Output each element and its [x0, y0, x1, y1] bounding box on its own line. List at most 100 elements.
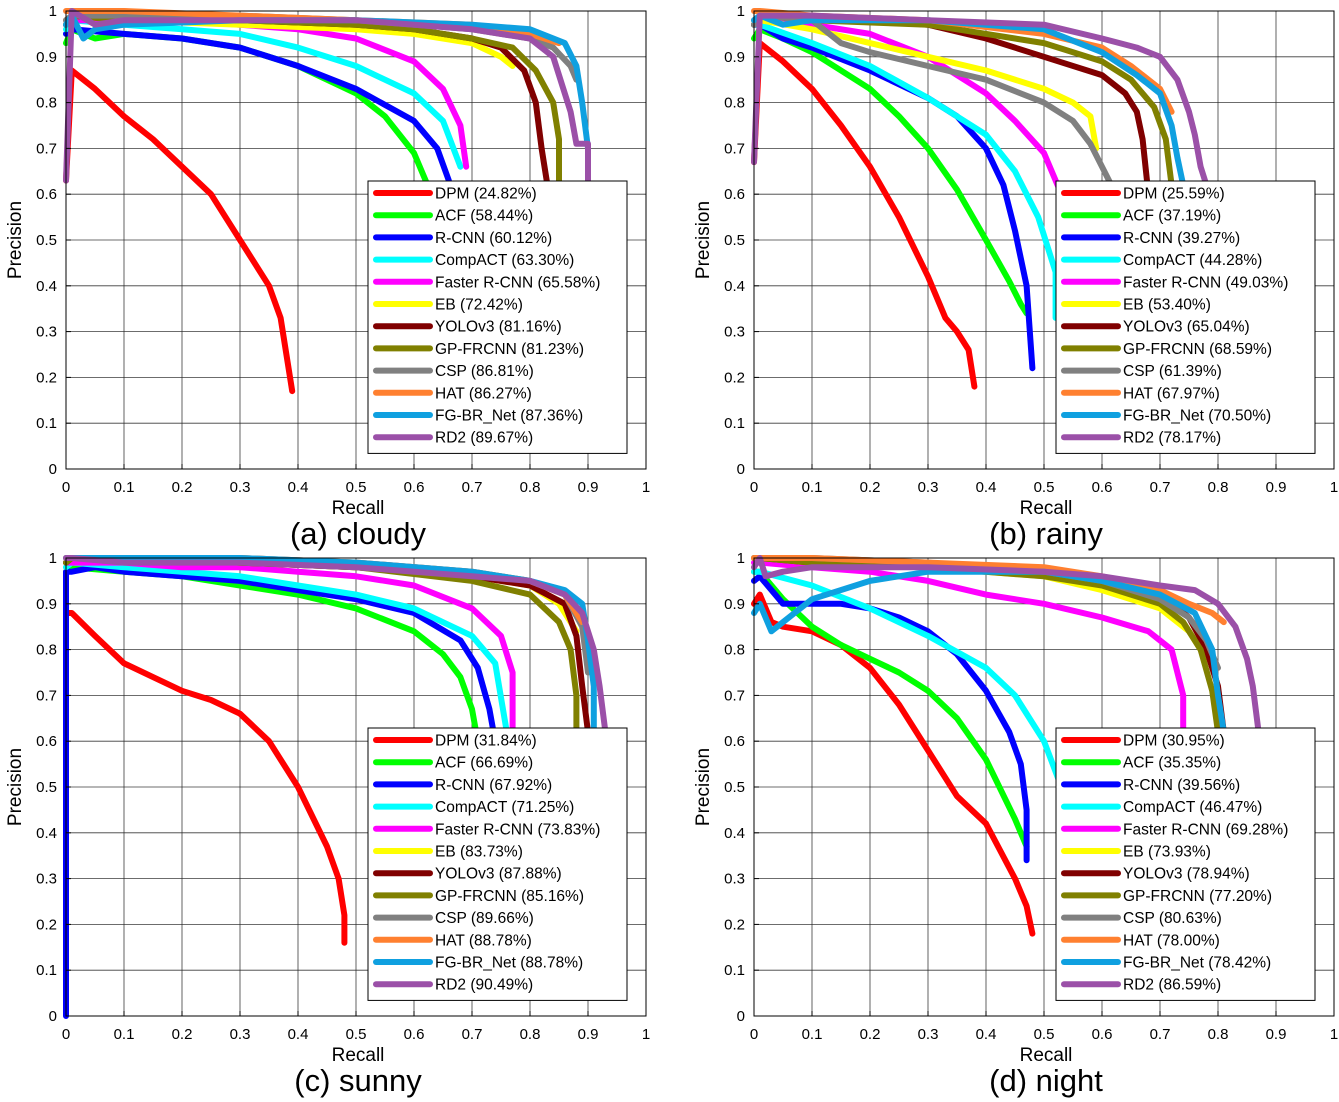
- x-tick-label: 0.6: [404, 479, 425, 496]
- y-tick-label: 0.7: [724, 140, 745, 157]
- x-tick-label: 0.3: [918, 479, 939, 496]
- y-tick-label: 0.3: [724, 871, 745, 888]
- legend-entry: RD2 (78.17%): [1123, 430, 1221, 447]
- y-tick-label: 0.2: [724, 916, 745, 933]
- y-tick-label: 0: [49, 461, 57, 478]
- legend-entry: CompACT (63.30%): [435, 252, 574, 269]
- y-tick-label: 0.9: [36, 49, 57, 66]
- y-tick-label: 0.5: [36, 779, 57, 796]
- y-tick-label: 0.1: [724, 962, 745, 979]
- legend-entry: EB (73.93%): [1123, 844, 1211, 861]
- x-tick-label: 0.8: [520, 1026, 541, 1043]
- x-tick-label: 0: [62, 479, 70, 496]
- x-tick-label: 0.4: [288, 479, 309, 496]
- legend-entry: DPM (31.84%): [435, 733, 537, 750]
- x-tick-label: 0.8: [1208, 1026, 1229, 1043]
- legend: DPM (30.95%) ACF (35.35%) R-CNN (39.56%) Co…: [1055, 727, 1316, 1001]
- legend-entry: ACF (35.35%): [1123, 755, 1221, 772]
- x-tick-label: 0.3: [918, 1026, 939, 1043]
- x-tick-label: 0.8: [520, 479, 541, 496]
- y-tick-label: 0.4: [724, 825, 745, 842]
- y-axis-label: Precision: [693, 201, 714, 279]
- legend-entry: HAT (78.00%): [1123, 932, 1220, 949]
- series-line-r-cnn: [751, 573, 1030, 864]
- series-line-dpm: [751, 591, 1036, 937]
- x-tick-label: 1: [642, 479, 650, 496]
- x-tick-label: 0.6: [404, 1026, 425, 1043]
- legend-box: [367, 180, 628, 454]
- legend-entry: CSP (86.81%): [435, 363, 534, 380]
- legend-entry: FG-BR_Net (78.42%): [1123, 955, 1271, 972]
- y-tick-label: 0.2: [724, 369, 745, 386]
- legend-entry: CompACT (46.47%): [1123, 799, 1262, 816]
- legend-entry: R-CNN (39.27%): [1123, 230, 1240, 247]
- legend-entry: DPM (24.82%): [435, 186, 537, 203]
- legend-entry: EB (53.40%): [1123, 297, 1211, 314]
- legend-entry: HAT (86.27%): [435, 385, 532, 402]
- y-tick-label: 0.5: [36, 232, 57, 249]
- legend-box: [1055, 727, 1316, 1001]
- x-tick-label: 1: [1330, 1026, 1338, 1043]
- y-tick-label: 0.9: [36, 596, 57, 613]
- y-tick-label: 1: [49, 550, 57, 567]
- y-tick-label: 0.5: [724, 232, 745, 249]
- x-tick-label: 0.9: [1266, 1026, 1287, 1043]
- y-tick-label: 0.4: [724, 278, 745, 295]
- y-tick-label: 0.3: [724, 324, 745, 341]
- y-axis-label: Precision: [693, 748, 714, 826]
- x-tick-label: 0.6: [1092, 479, 1113, 496]
- x-tick-label: 0.3: [230, 479, 251, 496]
- y-tick-label: 0.3: [36, 871, 57, 888]
- legend-box: [367, 727, 628, 1001]
- x-tick-label: 0.1: [802, 1026, 823, 1043]
- chart-panel-2: 0 0.1 0.2 0.3 0.4 0.5 0.6 0.7 0.8 0.9 1 0 0.1 0.2 0.3 0…: [5, 550, 650, 1098]
- x-tick-label: 0: [750, 1026, 758, 1043]
- x-tick-label: 0.9: [578, 1026, 599, 1043]
- x-tick-label: 0.7: [1150, 479, 1171, 496]
- legend-entry: R-CNN (67.92%): [435, 777, 552, 794]
- y-tick-label: 0: [737, 1008, 745, 1025]
- series-line-hat: [751, 8, 1175, 115]
- x-tick-label: 0.7: [462, 479, 483, 496]
- panel-caption: (b) rainy: [989, 516, 1103, 551]
- legend-entry: Faster R-CNN (49.03%): [1123, 274, 1288, 291]
- y-tick-label: 0.5: [724, 779, 745, 796]
- x-tick-label: 1: [642, 1026, 650, 1043]
- x-tick-label: 0.1: [802, 479, 823, 496]
- x-tick-label: 0.2: [860, 479, 881, 496]
- x-tick-label: 0.4: [976, 479, 997, 496]
- series-line-dpm: [63, 610, 348, 946]
- y-tick-label: 0.6: [724, 186, 745, 203]
- legend-entry: CSP (80.63%): [1123, 910, 1222, 927]
- series-line-fg-br-net: [751, 12, 1187, 188]
- y-tick-label: 0.7: [724, 687, 745, 704]
- x-tick-label: 0.5: [346, 479, 367, 496]
- y-tick-label: 0.1: [36, 962, 57, 979]
- legend-entry: CSP (89.66%): [435, 910, 534, 927]
- legend-entry: ACF (58.44%): [435, 208, 533, 225]
- series-line-dpm: [751, 40, 978, 390]
- y-tick-label: 1: [737, 3, 745, 20]
- y-tick-label: 0.7: [36, 687, 57, 704]
- legend-entry: GP-FRCNN (68.59%): [1123, 341, 1272, 358]
- y-tick-label: 0.9: [724, 49, 745, 66]
- series-line-gp-frcnn: [751, 555, 1221, 735]
- legend-entry: EB (72.42%): [435, 297, 523, 314]
- y-tick-label: 0.3: [36, 324, 57, 341]
- x-tick-label: 0.7: [1150, 1026, 1171, 1043]
- legend: DPM (31.84%) ACF (66.69%) R-CNN (67.92%) Co…: [367, 727, 628, 1001]
- legend-entry: GP-FRCNN (77.20%): [1123, 888, 1272, 905]
- legend-entry: ACF (37.19%): [1123, 208, 1221, 225]
- y-tick-label: 0.8: [36, 642, 57, 659]
- y-tick-label: 0.2: [36, 369, 57, 386]
- chart-panel-0: 0 0.1 0.2 0.3 0.4 0.5 0.6 0.7 0.8 0.9 1 0 0.1 0.2 0.3 0…: [5, 3, 650, 551]
- legend-entry: HAT (67.97%): [1123, 385, 1220, 402]
- y-tick-label: 0.4: [36, 278, 57, 295]
- chart-panel-3: 0 0.1 0.2 0.3 0.4 0.5 0.6 0.7 0.8 0.9 1 0 0.1 0.2 0.3 0…: [693, 550, 1338, 1098]
- legend-entry: FG-BR_Net (70.50%): [1123, 408, 1271, 425]
- y-tick-label: 0.9: [724, 596, 745, 613]
- legend-entry: RD2 (86.59%): [1123, 977, 1221, 994]
- series-line-compact: [751, 21, 1059, 321]
- x-tick-label: 0.9: [578, 479, 599, 496]
